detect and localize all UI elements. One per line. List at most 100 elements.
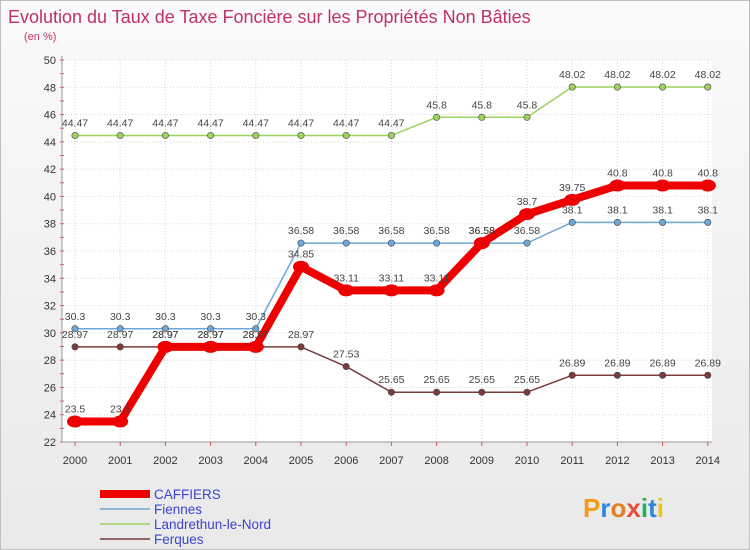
data-point	[207, 131, 215, 139]
y-tick-label: 46	[44, 110, 56, 122]
data-label: 44.47	[197, 117, 223, 129]
data-point	[157, 340, 174, 353]
data-point	[433, 113, 441, 121]
y-tick-label: 24	[44, 410, 56, 422]
x-tick-label: 2004	[244, 455, 268, 467]
data-point	[609, 179, 626, 192]
y-tick-label: 30	[44, 328, 56, 340]
data-label: 34.85	[288, 249, 314, 261]
y-tick-label: 34	[44, 273, 56, 285]
x-tick-label: 2013	[650, 455, 674, 467]
series	[67, 83, 716, 428]
y-tick-label: 42	[44, 164, 56, 176]
x-tick-label: 2010	[515, 455, 539, 467]
data-label: 44.47	[107, 117, 133, 129]
data-label: 23.5	[110, 404, 131, 416]
y-tick-label: 48	[44, 82, 56, 94]
y-tick-label: 26	[44, 382, 56, 394]
data-label: 48.02	[695, 69, 721, 81]
data-label: 38.1	[652, 204, 673, 216]
logo-letter: x	[626, 493, 641, 523]
data-label: 25.65	[423, 374, 449, 386]
legend-label: Landrethun-le-Nord	[154, 517, 271, 532]
data-point	[116, 325, 124, 333]
data-label: 28.97	[197, 329, 223, 341]
data-point	[342, 363, 350, 371]
legend-label: CAFFIERS	[154, 487, 221, 502]
data-label: 45.8	[426, 99, 447, 111]
data-label: 44.47	[243, 117, 269, 129]
data-point	[564, 193, 581, 206]
data-point	[297, 343, 305, 351]
data-label: 38.1	[562, 204, 583, 216]
data-label: 40.8	[652, 168, 673, 180]
logo-letter: P	[583, 493, 600, 523]
data-point	[342, 239, 350, 247]
data-labels: 23.5 23.5 28.97 28.97 28.97 34.85 33.11 33.11 33…	[62, 69, 721, 416]
data-point	[338, 284, 355, 297]
data-label: 48.02	[604, 69, 630, 81]
data-label: 33.11	[379, 272, 405, 284]
data-label: 33.11	[424, 272, 450, 284]
logo-letter: t	[648, 493, 657, 523]
data-point	[387, 239, 395, 247]
data-point	[112, 415, 129, 428]
data-point	[568, 371, 576, 379]
legend-label: Fiennes	[154, 502, 202, 517]
y-tick-label: 32	[44, 301, 56, 313]
data-label: 30.3	[65, 311, 86, 323]
data-label: 28.97	[243, 329, 269, 341]
data-label: 44.47	[378, 117, 404, 129]
data-point	[247, 340, 264, 353]
x-tick-label: 2008	[424, 455, 448, 467]
x-tick-label: 2012	[605, 455, 629, 467]
data-point	[654, 179, 671, 192]
data-label: 25.65	[378, 374, 404, 386]
data-point	[71, 343, 79, 351]
y-tick-label: 50	[44, 55, 56, 67]
data-point	[71, 131, 79, 139]
logo-letter: i	[657, 493, 664, 523]
logo-letter: r	[600, 493, 610, 523]
data-label: 30.3	[110, 311, 131, 323]
y-tick-label: 40	[44, 191, 56, 203]
data-point	[161, 325, 169, 333]
data-point	[659, 218, 667, 226]
data-point	[523, 388, 531, 396]
data-label: 36.58	[378, 225, 404, 237]
data-point	[704, 83, 712, 91]
data-label: 38.7	[517, 196, 538, 208]
data-point	[704, 371, 712, 379]
x-tick-label: 2009	[470, 455, 494, 467]
legend-label: Ferques	[154, 532, 204, 547]
y-tick-label: 44	[44, 137, 56, 149]
data-point	[523, 113, 531, 121]
data-label: 36.58	[333, 225, 359, 237]
y-tick-label: 38	[44, 219, 56, 231]
data-point	[383, 284, 400, 297]
data-label: 26.89	[649, 357, 675, 369]
data-label: 23.5	[65, 404, 86, 416]
data-point	[116, 343, 124, 351]
data-label: 36.58	[423, 225, 449, 237]
data-label: 45.8	[472, 99, 493, 111]
data-label: 44.47	[333, 117, 359, 129]
data-point	[252, 131, 260, 139]
data-point	[342, 131, 350, 139]
data-label: 28.97	[288, 329, 314, 341]
logo-text: Proxiti	[583, 493, 664, 523]
data-label: 26.89	[695, 357, 721, 369]
x-tick-label: 2001	[108, 455, 132, 467]
y-tick-label: 28	[44, 355, 56, 367]
data-label: 25.65	[514, 374, 540, 386]
data-label: 26.89	[559, 357, 585, 369]
data-point	[568, 218, 576, 226]
data-label: 45.8	[517, 99, 538, 111]
data-point	[387, 131, 395, 139]
data-label: 40.8	[607, 168, 628, 180]
axes: 22 24 26 28 30 32 34 36 38 40 42 44 46 48 50 2000 2001 20…	[44, 55, 720, 467]
data-point	[478, 113, 486, 121]
y-tick-label: 36	[44, 246, 56, 258]
data-point	[473, 237, 490, 250]
data-point	[519, 208, 535, 221]
